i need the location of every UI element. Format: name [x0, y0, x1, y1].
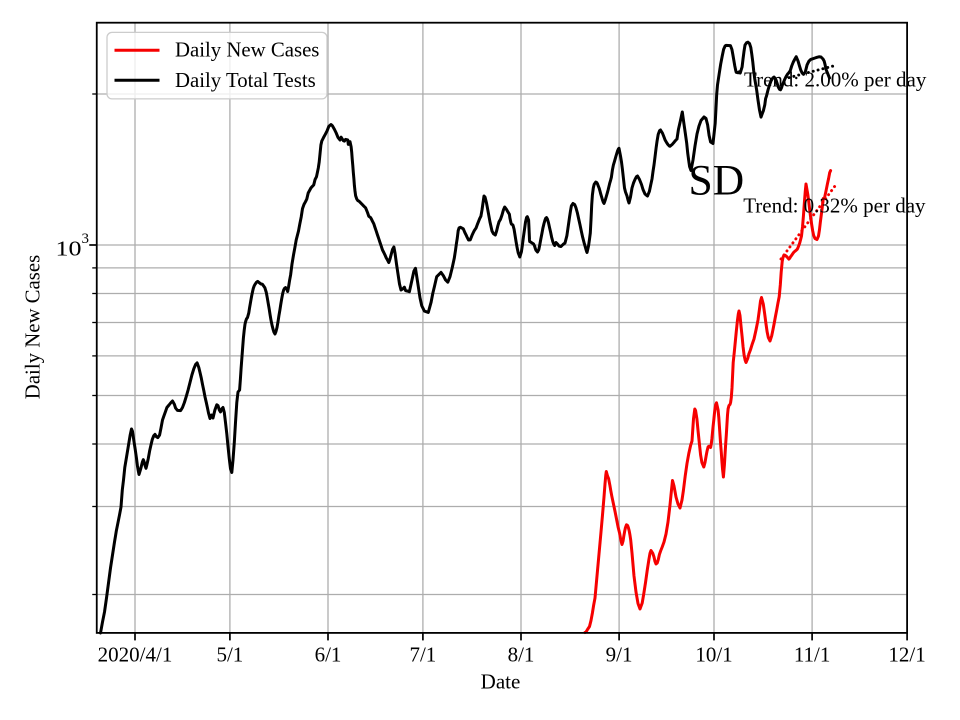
svg-text:3: 3 — [82, 231, 90, 247]
svg-text:5/1: 5/1 — [216, 643, 243, 667]
svg-text:11/1: 11/1 — [794, 643, 831, 667]
svg-text:2020/4/1: 2020/4/1 — [98, 643, 173, 667]
svg-text:Daily Total Tests: Daily Total Tests — [175, 69, 316, 92]
svg-text:9/1: 9/1 — [606, 643, 633, 667]
svg-text:Trend: 0.32% per day: Trend: 0.32% per day — [743, 194, 926, 218]
svg-text:8/1: 8/1 — [508, 643, 535, 667]
svg-text:Daily New Cases: Daily New Cases — [175, 39, 319, 62]
svg-text:Trend: 2.00% per day: Trend: 2.00% per day — [744, 68, 927, 92]
svg-text:SD: SD — [689, 157, 745, 205]
svg-text:Daily New Cases: Daily New Cases — [22, 255, 45, 399]
svg-text:Date: Date — [481, 670, 521, 694]
svg-text:12/1: 12/1 — [888, 643, 925, 667]
svg-text:7/1: 7/1 — [409, 643, 436, 667]
svg-text:6/1: 6/1 — [315, 643, 342, 667]
svg-text:10: 10 — [56, 237, 82, 261]
svg-text:10/1: 10/1 — [695, 643, 732, 667]
